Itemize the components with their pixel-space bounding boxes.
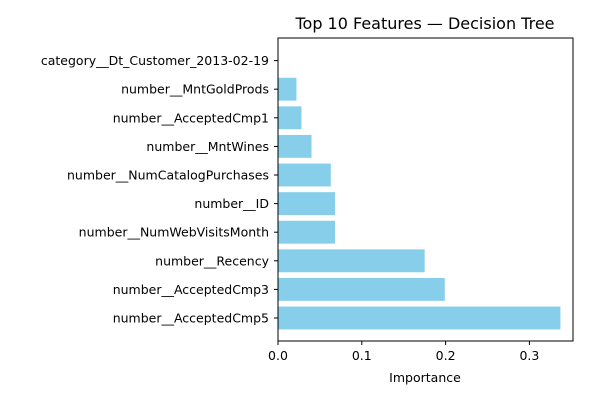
plot-area-frame [277,37,574,342]
y-tick-label: number__AcceptedCmp1 [113,110,269,125]
bar-number__AcceptedCmp3 [278,277,445,301]
x-tick-label: 0.1 [352,348,372,363]
y-tick-label: number__MntWines [146,139,269,154]
bar-number__AcceptedCmp1 [278,106,302,130]
x-tick-label: 0.0 [268,348,288,363]
x-tick-label: 0.3 [519,348,539,363]
bar-number__NumCatalogPurchases [278,163,331,187]
bar-number__NumWebVisitsMonth [278,220,335,244]
bar-number__MntGoldProds [278,77,297,101]
bars-group [278,77,561,330]
chart-title: Top 10 Features — Decision Tree [294,14,554,33]
y-tick-label: number__NumWebVisitsMonth [79,225,269,240]
y-tick-label: number__AcceptedCmp3 [113,282,269,297]
bar-number__AcceptedCmp5 [278,306,561,330]
y-tick-label: number__MntGoldProds [121,82,269,97]
x-axis-label: Importance [389,370,461,385]
bar-number__ID [278,192,335,216]
bar-number__MntWines [278,134,312,158]
y-tick-label: number__NumCatalogPurchases [67,168,269,183]
y-tick-label: number__ID [194,196,269,211]
x-tick-label: 0.2 [436,348,456,363]
y-tick-label: number__AcceptedCmp5 [113,311,269,326]
bar-number__Recency [278,249,425,273]
y-axis-ticks: number__AcceptedCmp5 number__AcceptedCmp3… [41,53,278,326]
y-tick-label: number__Recency [155,253,269,268]
x-axis-ticks: 0.0 0.1 0.2 0.3 [268,341,539,363]
y-tick-label: category__Dt_Customer_2013-02-19 [41,53,269,68]
